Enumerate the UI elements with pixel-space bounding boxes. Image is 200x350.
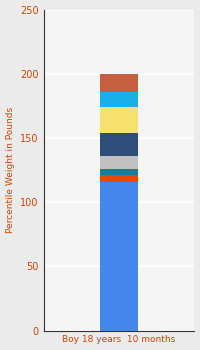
Y-axis label: Percentile Weight in Pounds: Percentile Weight in Pounds [6,107,15,233]
Bar [100,92,138,107]
Bar [100,169,138,175]
Bar [100,133,138,156]
Bar [100,107,138,133]
Bar [100,156,138,169]
Bar [100,74,138,92]
Bar [100,175,138,182]
Bar [100,182,138,331]
